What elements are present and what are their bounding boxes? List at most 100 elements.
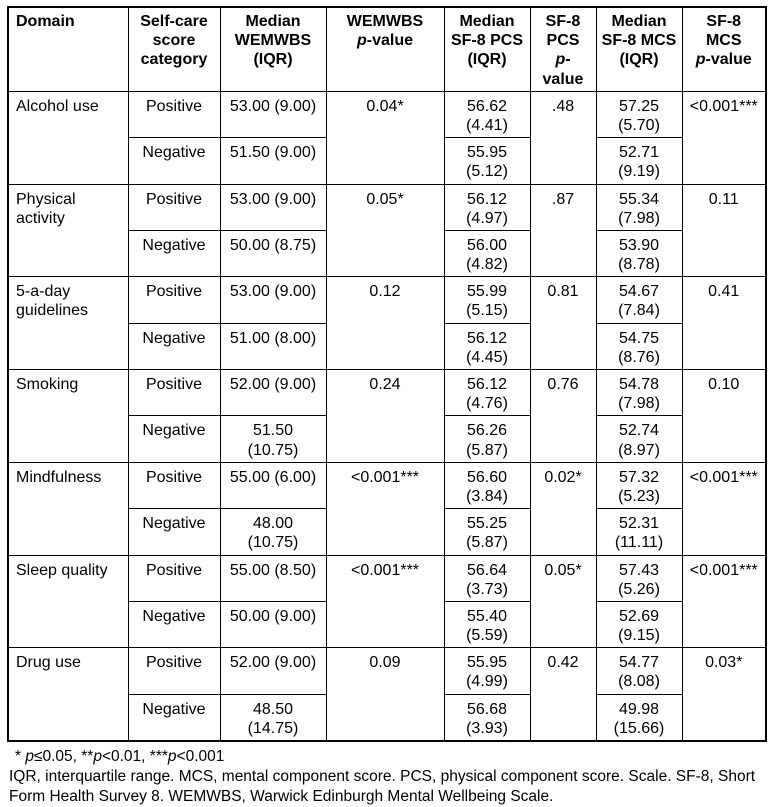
- wemwbs-p-value-cell: 0.24: [325, 369, 445, 463]
- mcs-value-cell: 54.67 (7.84): [595, 276, 683, 324]
- table-row: Alcohol use Positive 53.00 (9.00) 0.04* …: [7, 90, 767, 185]
- mcs-value-cell: 54.78 (7.98): [595, 368, 683, 417]
- header-median-wemwbs: Median WEMWBS (IQR): [219, 6, 327, 92]
- header-line: SF-8: [706, 13, 742, 30]
- wemwbs-value-cell: 52.00 (9.00): [219, 368, 327, 417]
- category-cell: Positive: [127, 183, 221, 231]
- mcs-p-value-cell: <0.001***: [681, 554, 767, 649]
- domain-cell: Sleep quality: [7, 554, 129, 649]
- header-median-sf8-mcs: Median SF-8 MCS (IQR): [595, 6, 683, 92]
- header-line: p-value: [695, 51, 752, 69]
- wemwbs-value-cell: 53.00 (9.00): [219, 90, 327, 139]
- header-median-sf8-pcs: Median SF-8 PCS (IQR): [443, 6, 531, 92]
- pcs-p-value-cell: 0.76: [529, 369, 597, 463]
- category-cell: Negative: [127, 693, 221, 742]
- mcs-p-value-cell: 0.03*: [681, 647, 767, 742]
- header-line: value: [542, 70, 584, 88]
- category-cell: Negative: [127, 322, 221, 371]
- pcs-value-cell: 56.62 (4.41): [443, 90, 531, 139]
- wemwbs-value-cell: 55.00 (6.00): [219, 461, 327, 510]
- wemwbs-p-value-cell: 0.09: [325, 647, 445, 742]
- category-cell: Negative: [127, 415, 221, 463]
- pcs-value-cell: 55.25 (5.87): [443, 508, 531, 556]
- mcs-value-cell: 57.32 (5.23): [595, 461, 683, 510]
- table-row: Sleep quality Positive 55.00 (8.50) <0.0…: [7, 554, 767, 649]
- category-cell: Negative: [127, 229, 221, 278]
- wemwbs-p-value-cell: <0.001***: [325, 461, 445, 556]
- category-cell: Negative: [127, 137, 221, 185]
- category-cell: Positive: [127, 276, 221, 324]
- footnotes: * p≤0.05, **p<0.01, ***p<0.001 IQR, inte…: [7, 747, 763, 807]
- wemwbs-p-value-cell: 0.12: [325, 276, 445, 370]
- self-care-results-table: Domain Self-care score category Median W…: [7, 6, 767, 742]
- table-row: Drug use Positive 52.00 (9.00) 0.09 55.9…: [7, 647, 767, 742]
- header-sf8-pcs-p-value: SF-8 PCS p- value: [529, 6, 597, 92]
- category-cell: Negative: [127, 508, 221, 556]
- wemwbs-value-cell: 50.00 (9.00): [219, 600, 327, 649]
- category-cell: Positive: [127, 461, 221, 510]
- header-line: MCS: [705, 32, 742, 50]
- table-row: Negative 51.50 (9.00) 55.95 (5.12) 52.71…: [8, 137, 766, 185]
- pcs-p-value-cell: .87: [529, 183, 597, 278]
- table-row: Negative 51.00 (8.00) 56.12 (4.45) 54.75…: [8, 322, 766, 371]
- pcs-value-cell: 55.95 (5.12): [443, 137, 531, 185]
- wemwbs-p-value-cell: 0.05*: [325, 183, 445, 278]
- header-line: PCS: [546, 32, 580, 50]
- header-wemwbs-p-value: WEMWBS p-value: [325, 6, 445, 92]
- wemwbs-p-value-cell: <0.001***: [325, 554, 445, 649]
- header-row: Domain Self-care score category Median W…: [7, 6, 767, 92]
- header-self-care-category: Self-care score category: [127, 6, 221, 92]
- wemwbs-value-cell: 48.00 (10.75): [219, 508, 327, 556]
- pcs-value-cell: 56.68 (3.93): [443, 693, 531, 742]
- table-row: Physical activity Positive 53.00 (9.00) …: [7, 183, 767, 278]
- table-row: Negative 48.00 (10.75) 55.25 (5.87) 52.3…: [8, 508, 766, 556]
- wemwbs-value-cell: 53.00 (9.00): [219, 183, 327, 231]
- domain-cell: Alcohol use: [7, 90, 129, 185]
- pcs-value-cell: 55.40 (5.59): [443, 600, 531, 649]
- category-cell: Negative: [127, 600, 221, 649]
- pcs-value-cell: 56.12 (4.45): [443, 322, 531, 371]
- mcs-p-value-cell: 0.11: [681, 183, 767, 278]
- table-row: Negative 51.50 (10.75) 56.26 (5.87) 52.7…: [8, 415, 766, 463]
- wemwbs-value-cell: 53.00 (9.00): [219, 276, 327, 324]
- mcs-p-value-cell: <0.001***: [681, 90, 767, 185]
- abbreviations-footnote: IQR, interquartile range. MCS, mental co…: [9, 768, 756, 806]
- wemwbs-value-cell: 51.50 (10.75): [219, 415, 327, 463]
- pcs-value-cell: 56.60 (3.84): [443, 461, 531, 510]
- wemwbs-value-cell: 55.00 (8.50): [219, 554, 327, 602]
- domain-cell: Mindfulness: [7, 461, 129, 556]
- domain-cell: Smoking: [7, 369, 129, 463]
- table-row: Negative 48.50 (14.75) 56.68 (3.93) 49.9…: [8, 693, 766, 742]
- mcs-value-cell: 52.74 (8.97): [595, 415, 683, 463]
- category-cell: Positive: [127, 647, 221, 695]
- pcs-value-cell: 55.99 (5.15): [443, 276, 531, 324]
- pcs-value-cell: 56.26 (5.87): [443, 415, 531, 463]
- mcs-p-value-cell: 0.41: [681, 276, 767, 370]
- mcs-p-value-cell: <0.001***: [681, 461, 767, 556]
- table-row: Smoking Positive 52.00 (9.00) 0.24 56.12…: [7, 368, 767, 463]
- mcs-p-value-cell: 0.10: [681, 369, 767, 463]
- domain-cell: 5-a-day guidelines: [7, 276, 129, 370]
- header-line: WEMWBS: [346, 13, 424, 30]
- header-sf8-mcs-p-value: SF-8 MCS p-value: [681, 6, 767, 92]
- header-domain: Domain: [7, 6, 129, 92]
- pcs-p-value-cell: 0.05*: [529, 554, 597, 649]
- pcs-p-value-cell: 0.02*: [529, 461, 597, 556]
- pcs-p-value-cell: 0.42: [529, 647, 597, 742]
- pcs-p-value-cell: 0.81: [529, 276, 597, 370]
- pcs-value-cell: 56.12 (4.76): [443, 368, 531, 417]
- table-row: Mindfulness Positive 55.00 (6.00) <0.001…: [7, 461, 767, 556]
- mcs-value-cell: 54.75 (8.76): [595, 322, 683, 371]
- wemwbs-value-cell: 51.00 (8.00): [219, 322, 327, 371]
- pcs-value-cell: 55.95 (4.99): [443, 647, 531, 695]
- table-row: 5-a-day guidelines Positive 53.00 (9.00)…: [7, 276, 767, 370]
- wemwbs-p-value-cell: 0.04*: [325, 90, 445, 185]
- mcs-value-cell: 54.77 (8.08): [595, 647, 683, 695]
- header-line: SF-8: [545, 13, 581, 30]
- pcs-value-cell: 56.00 (4.82): [443, 229, 531, 278]
- pcs-value-cell: 56.12 (4.97): [443, 183, 531, 231]
- wemwbs-value-cell: 52.00 (9.00): [219, 647, 327, 695]
- mcs-value-cell: 52.71 (9.19): [595, 137, 683, 185]
- wemwbs-value-cell: 48.50 (14.75): [219, 693, 327, 742]
- page: Domain Self-care score category Median W…: [7, 6, 767, 806]
